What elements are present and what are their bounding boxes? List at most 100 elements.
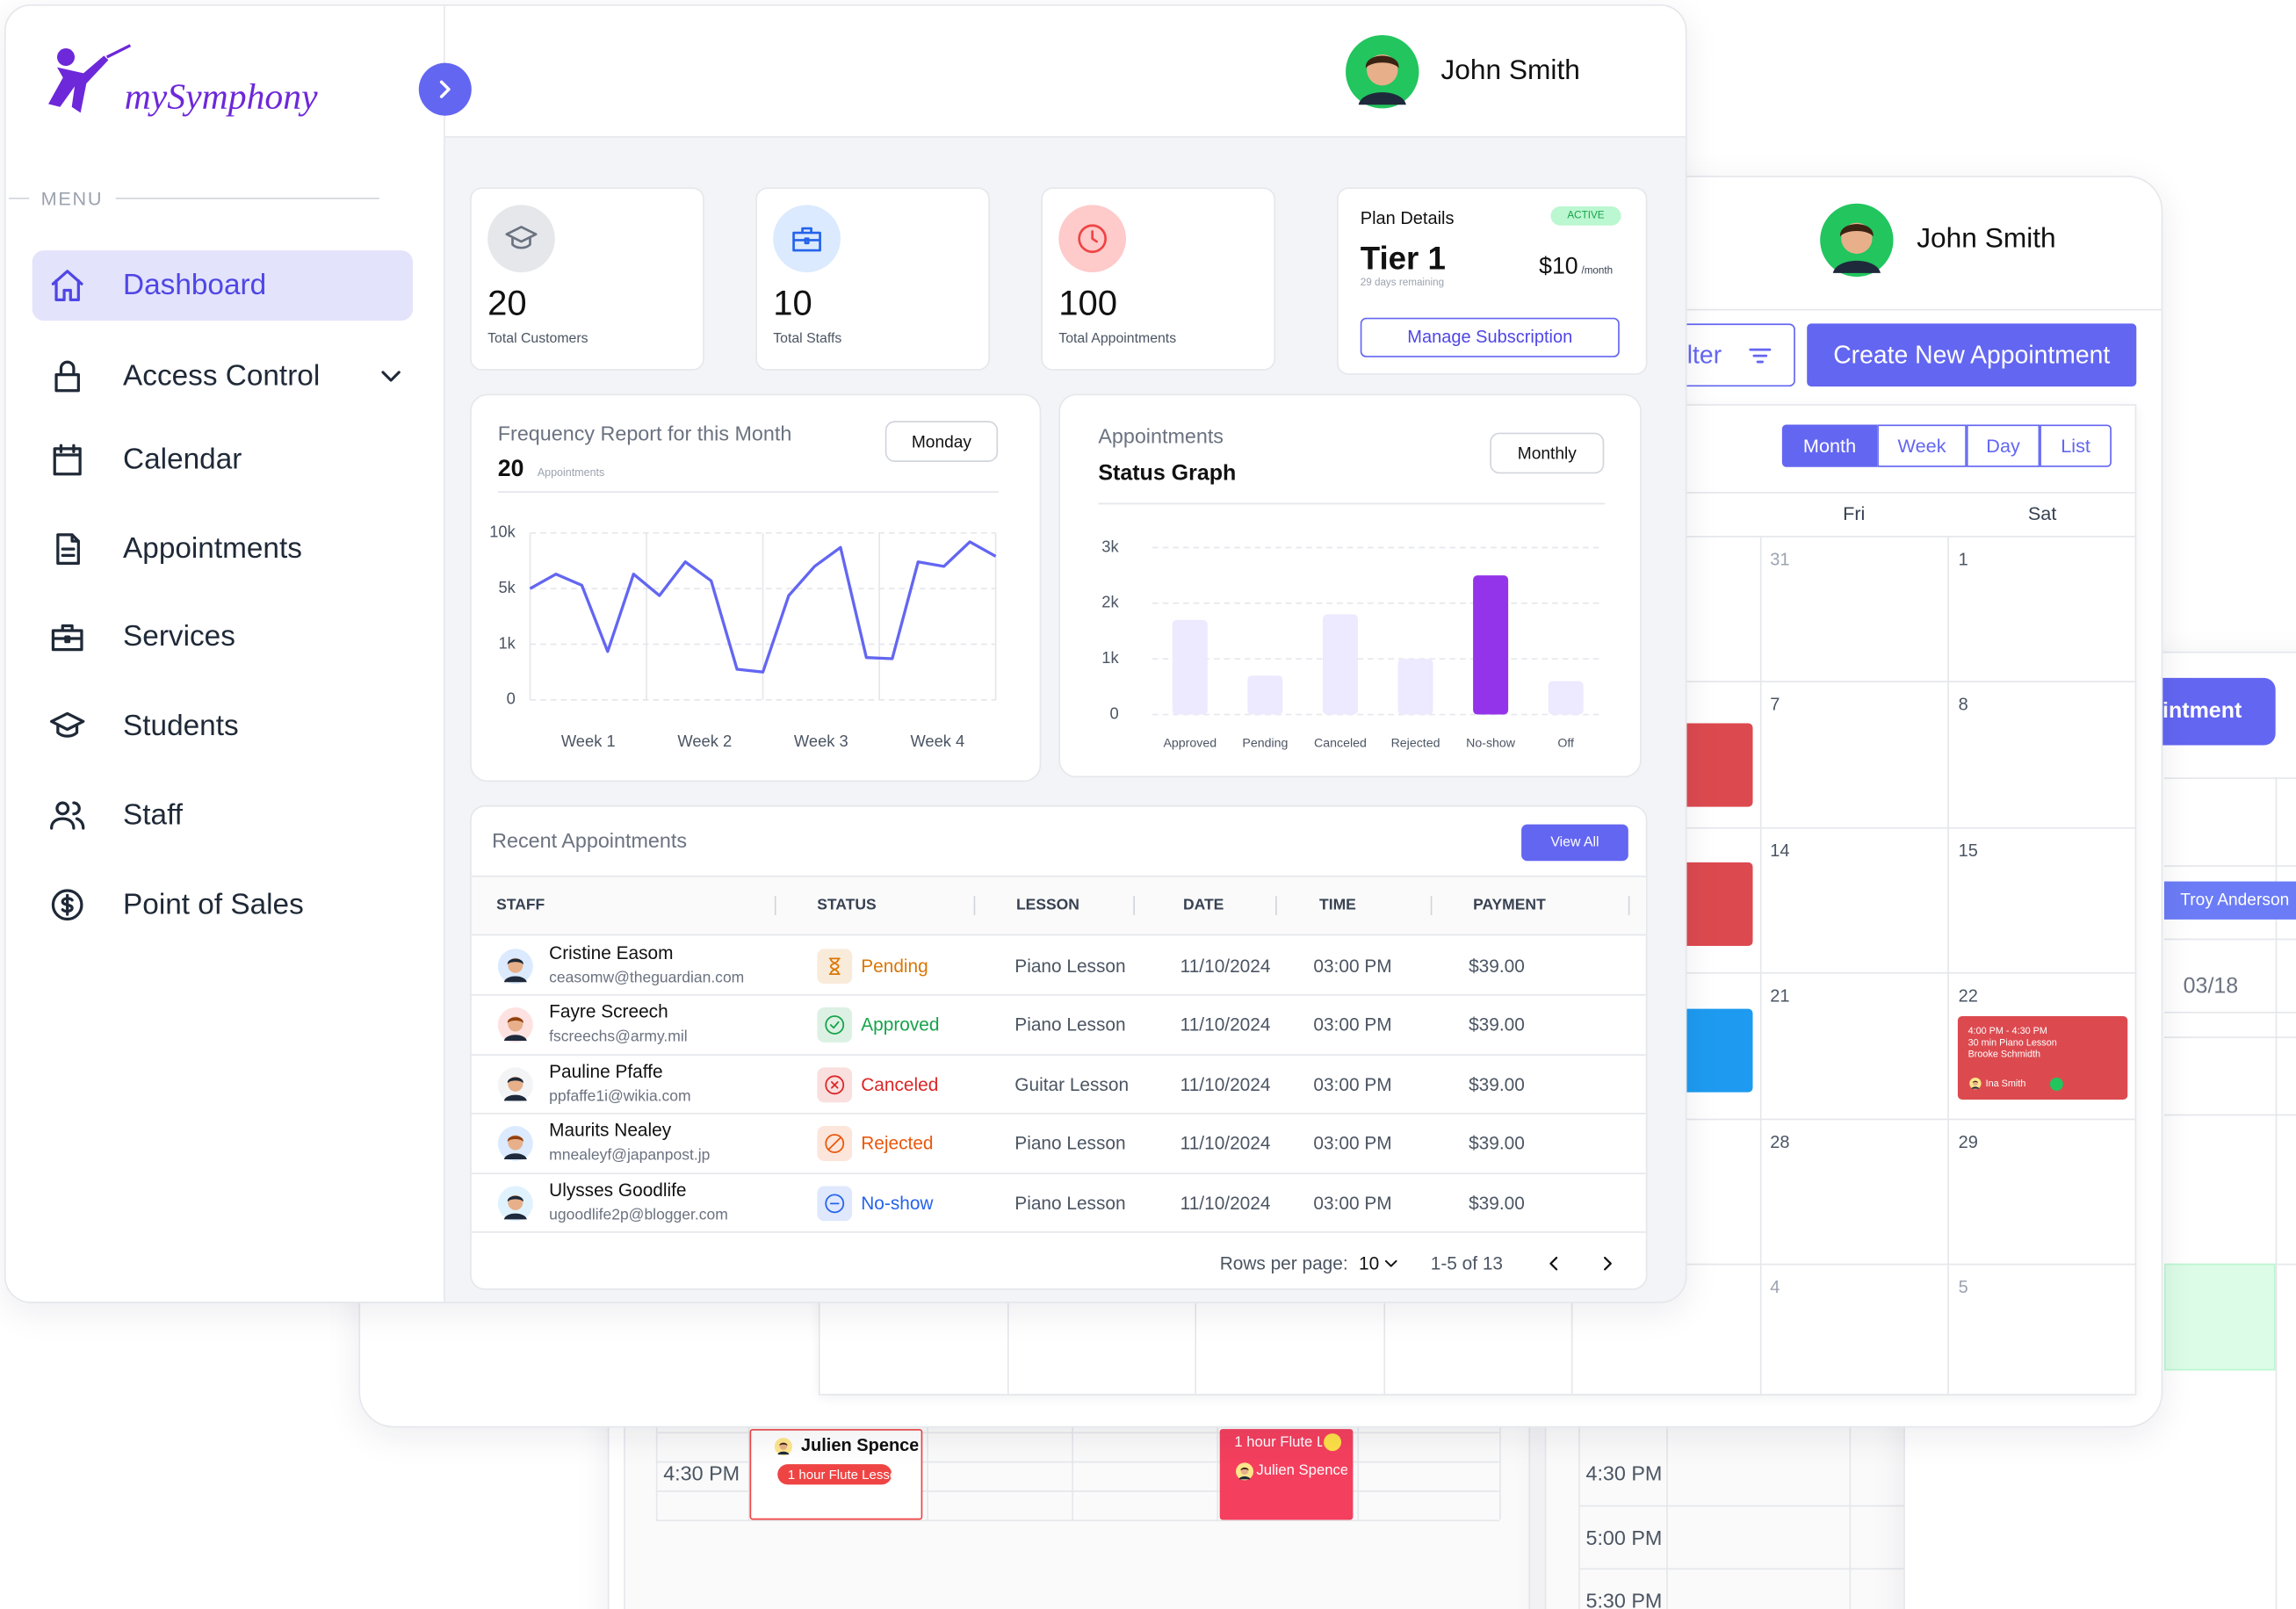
- nav-item[interactable]: Calendar: [32, 424, 413, 494]
- avatar-hair: [507, 1017, 523, 1024]
- time: 03:00 PM: [1313, 1014, 1392, 1036]
- nav-item[interactable]: Dashboard: [32, 250, 414, 321]
- create-appointment-button[interactable]: Create New Appointment: [1807, 323, 2137, 387]
- avatar-body: [777, 1451, 790, 1455]
- column-header: LESSON: [1015, 896, 1079, 914]
- view-tab[interactable]: List: [2040, 424, 2112, 467]
- avatar: [497, 1066, 533, 1102]
- grid-line: [1759, 536, 1762, 1396]
- lesson: Piano Lesson: [1014, 1193, 1126, 1214]
- avatar: [497, 1007, 533, 1043]
- date-number: 14: [1770, 840, 1790, 862]
- stat-value: 10: [773, 284, 812, 324]
- date-number: 8: [1958, 694, 1968, 715]
- avatar: [497, 1185, 533, 1221]
- icon: [381, 371, 401, 382]
- avatar-body: [503, 976, 527, 983]
- status-label: Pending: [861, 956, 928, 977]
- filter-button[interactable]: [1490, 432, 1605, 474]
- status-label: Approved: [861, 1014, 940, 1036]
- event-card[interactable]: 4:00 PM - 4:30 PM 30 min Piano Lesson Broo…: [1957, 1015, 2128, 1100]
- view-all-button[interactable]: View All: [1521, 824, 1628, 862]
- avatar: [1346, 35, 1419, 109]
- table-row[interactable]: Maurits Nealey mnealeyf@japanpost.jp Rejec…: [471, 1115, 1646, 1174]
- icon[interactable]: [1596, 1252, 1620, 1275]
- rows-per-page-select[interactable]: 10: [1359, 1253, 1380, 1274]
- event-chip[interactable]: Troy Anderson: [2163, 881, 2296, 920]
- y-tick-label: 1k: [1101, 648, 1119, 667]
- time: 03:00 PM: [1313, 956, 1392, 977]
- event-card[interactable]: 1 hour Flute Lesson Julien Spencer: [1219, 1429, 1354, 1520]
- date-number: 15: [1958, 840, 1978, 862]
- stat-card: 10 Total Staffs: [755, 187, 990, 371]
- grid-line: [655, 1461, 1500, 1463]
- avatar-hair: [779, 1442, 788, 1447]
- column-separator: [774, 896, 776, 915]
- column-separator: [1430, 896, 1433, 915]
- date-number: 22: [1958, 985, 1978, 1007]
- y-tick-label: 0: [507, 689, 516, 708]
- nav-item[interactable]: Services: [32, 602, 413, 672]
- table-row[interactable]: Ulysses Goodlife ugoodlife2p@blogger.com N…: [471, 1173, 1646, 1233]
- icon-shape: [1384, 1259, 1397, 1267]
- filter-button[interactable]: [884, 421, 999, 462]
- plan-tier: Tier 1: [1360, 240, 1446, 278]
- x-tick-label: Pending: [1242, 737, 1288, 751]
- status-chart: Appointments Status Graph Monthly 0 1k 2k 3k Ap…: [1098, 425, 1606, 751]
- table-title: Recent Appointments: [492, 828, 688, 853]
- nav-item[interactable]: Staff: [32, 781, 413, 851]
- stat-label: Total Staffs: [773, 330, 842, 348]
- nav-item[interactable]: Point of Sales: [32, 869, 413, 940]
- nav-label: Calendar: [123, 444, 242, 476]
- date-number: 5: [1958, 1276, 1968, 1298]
- grid-line: [1849, 1363, 1852, 1609]
- time-label: 5:30 PM: [1585, 1588, 1663, 1609]
- avatar-hair: [1840, 224, 1874, 237]
- date-number: 1: [1958, 549, 1968, 570]
- stat-card: 20 Total Customers: [470, 187, 704, 371]
- user-name: John Smith: [1440, 55, 1580, 87]
- date: 11/10/2024: [1180, 1014, 1271, 1036]
- staff-name: Fayre Screech: [549, 1001, 668, 1023]
- icon: [53, 444, 82, 476]
- icon: [825, 1134, 845, 1154]
- view-tab[interactable]: Month: [1781, 424, 1878, 467]
- grid-line: [1499, 1363, 1501, 1520]
- time: 03:00 PM: [1313, 1193, 1392, 1214]
- date: 11/10/2024: [1180, 956, 1271, 977]
- table-row[interactable]: Cristine Easom ceasomw@theguardian.com Pen…: [471, 937, 1646, 997]
- table-row[interactable]: Fayre Screech fscreechs@army.mil Approved P…: [471, 996, 1646, 1056]
- avatar-hair: [1365, 55, 1399, 69]
- icon-shape: [825, 1134, 845, 1154]
- event-icon: [1324, 1433, 1342, 1452]
- frequency-chart: Frequency Report for this Month 20 Appoint…: [489, 421, 999, 750]
- grid-line: [2163, 938, 2296, 941]
- view-tab[interactable]: Week: [1877, 424, 1967, 467]
- nav-item[interactable]: Appointments: [32, 514, 413, 584]
- icon-shape: [792, 227, 821, 252]
- avatar-body: [1832, 260, 1881, 273]
- date-number: 7: [1770, 694, 1780, 715]
- status-icon: [817, 1007, 853, 1043]
- manage-subscription-button[interactable]: Manage Subscription: [1360, 317, 1620, 357]
- sidebar-toggle[interactable]: [418, 62, 472, 116]
- event-client: Julien Spencer: [800, 1434, 919, 1456]
- day-header: Fri: [1843, 501, 1866, 524]
- view-tab[interactable]: Day: [1966, 424, 2040, 467]
- x-tick-label: Off: [1557, 737, 1574, 751]
- y-tick-label: 3k: [1101, 537, 1119, 555]
- icon-shape: [828, 957, 841, 976]
- bar: [1322, 614, 1358, 715]
- grid-line: [1666, 1363, 1668, 1609]
- logo-mark: [48, 44, 132, 113]
- status-icon: [817, 1126, 853, 1162]
- nav-item[interactable]: Access Control: [32, 341, 413, 411]
- avatar-body: [503, 1035, 527, 1042]
- nav-item[interactable]: Students: [32, 691, 413, 761]
- icon[interactable]: [1541, 1252, 1565, 1275]
- event-card[interactable]: Julien Spencer 1 hour Flute Lesson: [749, 1429, 923, 1520]
- icon: [1749, 348, 1772, 364]
- table-row[interactable]: Pauline Pfaffe ppfaffe1i@wikia.com Cancele…: [471, 1056, 1646, 1115]
- avatar: [774, 1438, 792, 1456]
